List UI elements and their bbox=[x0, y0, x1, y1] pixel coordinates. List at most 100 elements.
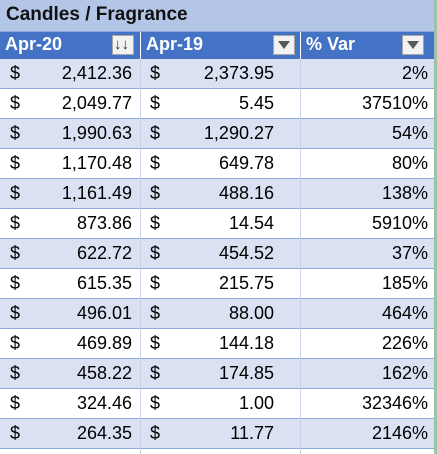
currency-symbol[interactable]: $ bbox=[150, 363, 161, 383]
percent-var-value[interactable]: 226% bbox=[381, 333, 428, 353]
apr-19-value[interactable]: 215.75 bbox=[218, 273, 274, 293]
header-apr-20-label: Apr-20 bbox=[5, 34, 63, 54]
apr-20-value[interactable]: 458.22 bbox=[76, 363, 132, 383]
percent-var-value[interactable]: 162% bbox=[381, 363, 428, 383]
currency-symbol[interactable]: $ bbox=[10, 213, 21, 233]
filter-button-var[interactable] bbox=[402, 35, 424, 55]
apr-19-value[interactable]: 14.54 bbox=[228, 213, 274, 233]
column-divider bbox=[140, 59, 141, 454]
apr-19-value[interactable]: 88.00 bbox=[228, 303, 274, 323]
percent-var-value[interactable]: 464% bbox=[381, 303, 428, 323]
currency-symbol[interactable]: $ bbox=[150, 153, 161, 173]
apr-19-value[interactable]: 11.77 bbox=[230, 423, 274, 443]
currency-symbol[interactable]: $ bbox=[10, 303, 21, 323]
percent-var-value[interactable]: 37% bbox=[391, 243, 428, 263]
table-row[interactable]: $324.46 $1.00 32346% bbox=[0, 389, 437, 419]
currency-symbol[interactable]: $ bbox=[150, 183, 161, 203]
currency-symbol[interactable]: $ bbox=[150, 243, 161, 263]
apr-19-value[interactable]: 1.00 bbox=[238, 393, 274, 413]
table-title: Candles / Fragrance bbox=[6, 4, 188, 25]
selection-edge bbox=[434, 0, 437, 454]
currency-symbol[interactable]: $ bbox=[10, 153, 21, 173]
apr-20-value[interactable]: 1,161.49 bbox=[61, 183, 132, 203]
apr-19-value[interactable]: 1,290.27 bbox=[203, 123, 274, 143]
percent-var-value[interactable]: 37510% bbox=[361, 93, 428, 113]
apr-20-value[interactable]: 1,990.63 bbox=[61, 123, 132, 143]
apr-19-value[interactable]: 649.78 bbox=[218, 153, 274, 173]
chevron-down-icon bbox=[278, 41, 290, 49]
currency-symbol[interactable]: $ bbox=[150, 93, 161, 113]
currency-symbol[interactable]: $ bbox=[150, 123, 161, 143]
currency-symbol[interactable]: $ bbox=[150, 213, 161, 233]
currency-symbol[interactable]: $ bbox=[10, 93, 21, 113]
percent-var-value[interactable]: 54% bbox=[391, 123, 428, 143]
apr-19-value[interactable]: 2,373.95 bbox=[203, 63, 274, 83]
chevron-down-icon bbox=[407, 41, 419, 49]
header-var-label: % Var bbox=[306, 34, 356, 54]
percent-var-value[interactable]: 5910% bbox=[371, 213, 428, 233]
apr-19-value[interactable]: 174.85 bbox=[218, 363, 274, 383]
table-row[interactable]: $458.22 $174.85 162% bbox=[0, 359, 437, 389]
apr-19-value[interactable]: 144.18 bbox=[218, 333, 274, 353]
currency-symbol[interactable]: $ bbox=[150, 423, 161, 443]
currency-symbol[interactable]: $ bbox=[10, 423, 21, 443]
apr-20-value[interactable]: 2,049.77 bbox=[61, 93, 132, 113]
table-row[interactable]: $469.89 $144.18 226% bbox=[0, 329, 437, 359]
currency-symbol[interactable]: $ bbox=[10, 363, 21, 383]
percent-var-value[interactable]: 138% bbox=[381, 183, 428, 203]
currency-symbol[interactable]: $ bbox=[10, 273, 21, 293]
percent-var-value[interactable]: 185% bbox=[381, 273, 428, 293]
apr-20-value[interactable]: 264.35 bbox=[76, 423, 132, 443]
sort-filter-button-apr-20[interactable]: ↓↓ bbox=[112, 35, 134, 55]
table-row[interactable]: $1,161.49 $488.16 138% bbox=[0, 179, 437, 209]
table-row[interactable]: $2,412.36 $2,373.95 2% bbox=[0, 59, 437, 89]
header-apr-19[interactable]: Apr-19 bbox=[141, 32, 300, 59]
column-divider bbox=[300, 59, 301, 454]
percent-var-value[interactable]: 32346% bbox=[361, 393, 428, 413]
apr-20-value[interactable]: 496.01 bbox=[76, 303, 132, 323]
apr-19-value[interactable]: 5.45 bbox=[238, 93, 274, 113]
table-row[interactable]: $873.86 $14.54 5910% bbox=[0, 209, 437, 239]
percent-var-value[interactable]: 80% bbox=[391, 153, 428, 173]
apr-20-value[interactable]: 1,170.48 bbox=[61, 153, 132, 173]
currency-symbol[interactable]: $ bbox=[10, 63, 21, 83]
table-header-row: Apr-20 ↓↓ Apr-19 % Var bbox=[0, 32, 437, 59]
header-divider bbox=[300, 32, 301, 59]
header-divider bbox=[140, 32, 141, 59]
currency-symbol[interactable]: $ bbox=[10, 393, 21, 413]
currency-symbol[interactable]: $ bbox=[10, 183, 21, 203]
apr-20-value[interactable]: 324.46 bbox=[76, 393, 132, 413]
apr-20-value[interactable]: 622.72 bbox=[76, 243, 132, 263]
table-row[interactable]: $615.35 $215.75 185% bbox=[0, 269, 437, 299]
table-row[interactable]: $1,170.48 $649.78 80% bbox=[0, 149, 437, 179]
sort-descending-icon: ↓↓ bbox=[114, 36, 129, 53]
currency-symbol[interactable]: $ bbox=[10, 333, 21, 353]
table-row[interactable]: $2,049.77 $5.45 37510% bbox=[0, 89, 437, 119]
apr-19-value[interactable]: 454.52 bbox=[218, 243, 274, 263]
table-row[interactable]: $1,990.63 $1,290.27 54% bbox=[0, 119, 437, 149]
currency-symbol[interactable]: $ bbox=[10, 243, 21, 263]
apr-19-value[interactable]: 488.16 bbox=[218, 183, 274, 203]
table-row[interactable]: $496.01 $88.00 464% bbox=[0, 299, 437, 329]
table-row[interactable]: $264.35 $11.77 2146% bbox=[0, 419, 437, 449]
currency-symbol[interactable]: $ bbox=[150, 393, 161, 413]
header-var[interactable]: % Var bbox=[301, 32, 433, 59]
currency-symbol[interactable]: $ bbox=[150, 333, 161, 353]
currency-symbol[interactable]: $ bbox=[10, 123, 21, 143]
table-body: $2,412.36 $2,373.95 2% $2,049.77 $5.45 37510%… bbox=[0, 59, 437, 449]
header-apr-19-label: Apr-19 bbox=[146, 34, 204, 54]
percent-var-value[interactable]: 2% bbox=[401, 63, 428, 83]
apr-20-value[interactable]: 469.89 bbox=[76, 333, 132, 353]
table-title-cell[interactable]: Candles / Fragrance bbox=[0, 0, 437, 32]
apr-20-value[interactable]: 615.35 bbox=[76, 273, 132, 293]
currency-symbol[interactable]: $ bbox=[150, 273, 161, 293]
filter-button-apr-19[interactable] bbox=[273, 35, 295, 55]
currency-symbol[interactable]: $ bbox=[150, 303, 161, 323]
apr-20-value[interactable]: 2,412.36 bbox=[61, 63, 132, 83]
percent-var-value[interactable]: 2146% bbox=[371, 423, 428, 443]
currency-symbol[interactable]: $ bbox=[150, 63, 161, 83]
table-row[interactable]: $622.72 $454.52 37% bbox=[0, 239, 437, 269]
apr-20-value[interactable]: 873.86 bbox=[76, 213, 132, 233]
header-apr-20[interactable]: Apr-20 ↓↓ bbox=[0, 32, 140, 59]
